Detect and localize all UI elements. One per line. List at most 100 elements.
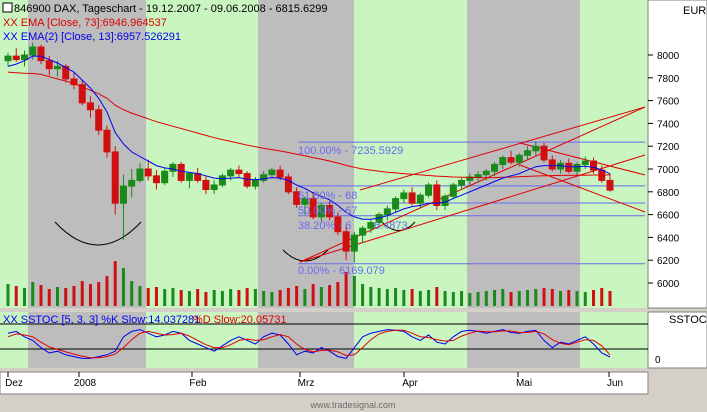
ema73-line[interactable] — [7, 71, 610, 179]
candle-body[interactable] — [392, 198, 400, 210]
stoch-k-line[interactable] — [7, 329, 611, 359]
candle-body[interactable] — [53, 65, 61, 70]
candle-body[interactable] — [4, 55, 12, 62]
stoch-axis[interactable] — [647, 311, 707, 369]
candle-body[interactable] — [400, 192, 408, 200]
candle-body[interactable] — [20, 54, 28, 61]
candle-body[interactable] — [293, 191, 301, 205]
candle-body[interactable] — [540, 145, 548, 161]
candle-body[interactable] — [482, 170, 490, 176]
candle-body[interactable] — [532, 145, 540, 152]
candle-body[interactable] — [177, 163, 185, 181]
volume-bar — [361, 284, 365, 306]
candle-body[interactable] — [119, 185, 127, 204]
volume-bar — [501, 289, 505, 306]
candle-body[interactable] — [12, 55, 20, 61]
candle-body[interactable] — [317, 204, 325, 218]
candle-body[interactable] — [161, 170, 169, 184]
volume-bar — [509, 292, 513, 306]
candle-body[interactable] — [86, 102, 94, 111]
candle-body[interactable] — [227, 169, 235, 177]
candle-body[interactable] — [169, 163, 177, 172]
fib-label-618: 61.80% - 68 — [298, 190, 357, 202]
candle-body[interactable] — [326, 204, 334, 218]
candle-body[interactable] — [581, 160, 589, 165]
fibonacci-levels[interactable] — [298, 141, 645, 265]
candle-body[interactable] — [458, 179, 466, 186]
candle-body[interactable] — [29, 46, 37, 56]
candle-body[interactable] — [367, 222, 375, 229]
stoch-d-line[interactable] — [7, 329, 611, 359]
candle-body[interactable] — [111, 151, 119, 204]
candle-body[interactable] — [235, 169, 243, 175]
candle-body[interactable] — [515, 154, 523, 163]
candle-body[interactable] — [218, 175, 226, 186]
candle-body[interactable] — [251, 179, 259, 187]
candle-body[interactable] — [499, 157, 507, 165]
stoch-band-4 — [354, 312, 467, 368]
candle-body[interactable] — [78, 84, 86, 104]
candle-body[interactable] — [383, 208, 391, 216]
candle-body[interactable] — [433, 184, 441, 206]
channel-mid-line[interactable] — [359, 106, 646, 191]
candle-body[interactable] — [210, 184, 218, 191]
candle-body[interactable] — [103, 129, 111, 153]
stoch-k-legend[interactable]: XX SSTOC [5, 3, 3] %K Slow:14.037281 — [3, 314, 200, 326]
candle-body[interactable] — [334, 216, 342, 233]
candle-body[interactable] — [70, 78, 78, 86]
candle-body[interactable] — [136, 168, 144, 181]
price-axis[interactable] — [647, 0, 707, 309]
stoch-d-legend[interactable]: %D Slow:20.05731 — [193, 314, 287, 326]
candle-body[interactable] — [359, 227, 367, 236]
time-axis[interactable] — [0, 371, 649, 395]
candle-body[interactable] — [301, 198, 309, 205]
candle-body[interactable] — [491, 163, 499, 172]
volume-bar — [121, 268, 125, 306]
candle-body[interactable] — [260, 174, 268, 181]
candle-body[interactable] — [144, 168, 152, 177]
candle-body[interactable] — [95, 109, 103, 131]
candle-body[interactable] — [507, 157, 515, 163]
symbol-checkbox[interactable] — [2, 2, 13, 13]
ema73-legend[interactable]: XX EMA [Close, 73]:6946.964537 — [3, 17, 167, 29]
candlesticks[interactable] — [4, 42, 614, 263]
candle-body[interactable] — [268, 169, 276, 176]
cup-arc-2 — [282, 249, 329, 262]
price-tick-label: 7600 — [657, 97, 680, 108]
footer-credit[interactable]: www.tradesignal.com — [309, 400, 395, 410]
candle-body[interactable] — [284, 176, 292, 193]
stoch-axis-label: SSTOC — [669, 314, 707, 326]
candle-body[interactable] — [449, 184, 457, 197]
channel-down-lower[interactable] — [519, 164, 646, 213]
candle-body[interactable] — [416, 194, 424, 204]
candle-body[interactable] — [202, 179, 210, 191]
volume-bar — [22, 288, 26, 306]
candle-body[interactable] — [350, 234, 358, 252]
fib-label-382b: 6.4873 — [374, 220, 408, 232]
candle-body[interactable] — [573, 163, 581, 172]
ema13-line[interactable] — [7, 55, 611, 220]
candle-body[interactable] — [474, 174, 482, 178]
candle-body[interactable] — [606, 179, 614, 191]
candle-body[interactable] — [276, 169, 284, 178]
price-band-3 — [258, 0, 354, 308]
ema13-legend[interactable]: XX EMA(2) [Close, 13]:6957.526291 — [3, 31, 181, 43]
time-tick-label: Feb — [189, 378, 207, 389]
candle-body[interactable] — [548, 159, 556, 170]
candle-body[interactable] — [342, 231, 350, 252]
candle-body[interactable] — [565, 162, 573, 172]
candle-body[interactable] — [425, 184, 433, 196]
candle-body[interactable] — [128, 179, 136, 187]
candle-body[interactable] — [185, 173, 193, 181]
volume-bar — [336, 282, 340, 306]
candle-body[interactable] — [45, 60, 53, 70]
candle-body[interactable] — [62, 65, 70, 80]
candle-body[interactable] — [152, 175, 160, 184]
candle-body[interactable] — [37, 46, 45, 62]
candle-body[interactable] — [524, 150, 532, 156]
candle-body[interactable] — [309, 198, 317, 218]
panel-separator[interactable] — [0, 308, 648, 312]
volume-bar — [435, 287, 439, 306]
candle-body[interactable] — [408, 192, 416, 204]
candle-body[interactable] — [590, 160, 598, 171]
